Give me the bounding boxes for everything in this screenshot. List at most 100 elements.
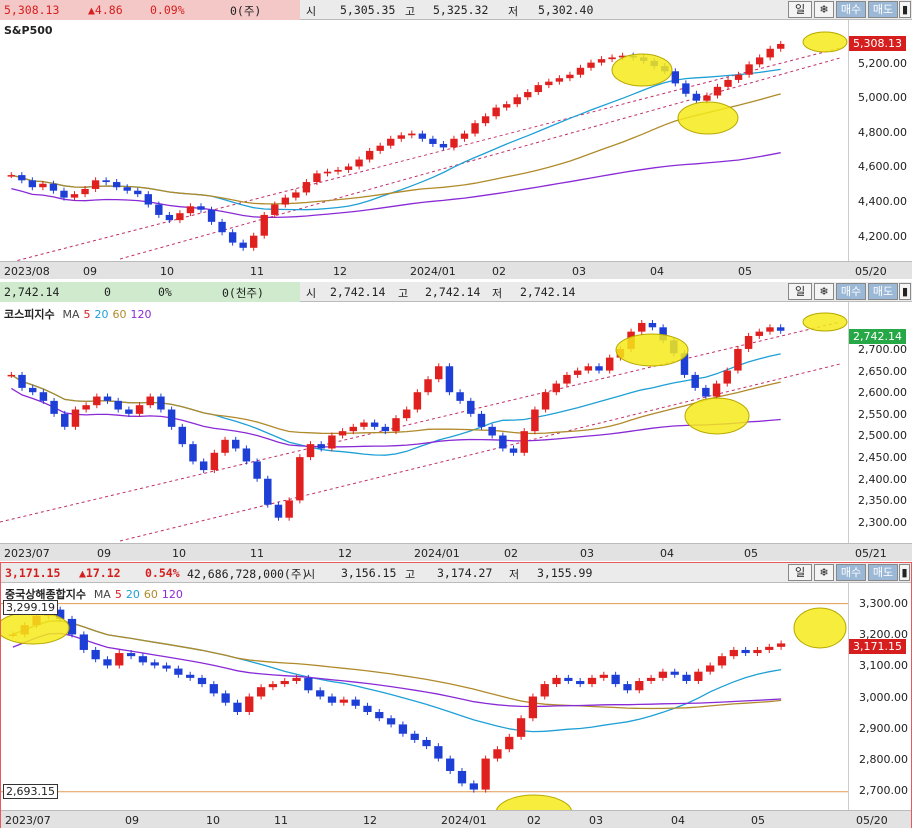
sp500-change: ▲4.86 (88, 3, 123, 17)
candle (93, 396, 101, 406)
kospi-price-box (0, 282, 300, 302)
y-tick-label: 5,000.00 (858, 91, 907, 105)
shanghai-y-axis (848, 583, 911, 810)
sp500-current-price: 5,308.13 (849, 36, 906, 51)
highlight-circle (802, 31, 848, 53)
panel-toggle-button[interactable]: ▮ (899, 564, 910, 581)
candle (422, 739, 431, 747)
kospi-x-axis: 2023/07 09 10 11 12 2024/01 02 03 04 05 05/21 (0, 543, 912, 561)
candle (344, 166, 353, 170)
candle (493, 749, 502, 759)
x-tick-label: 2024/01 (441, 814, 487, 827)
candle (91, 649, 100, 660)
candle (460, 133, 469, 139)
candle (339, 699, 348, 703)
candle (576, 67, 585, 75)
period-day-button[interactable]: 일 (788, 1, 812, 18)
candle (386, 718, 396, 725)
ma-legend-item: 120 (161, 588, 183, 601)
candle (692, 93, 701, 101)
sp500-chart[interactable] (0, 20, 848, 261)
settings-icon[interactable]: ❄ (814, 283, 834, 300)
candle (250, 235, 258, 248)
sell-button[interactable]: 매도 (868, 564, 898, 581)
x-tick-label: 03 (580, 547, 594, 560)
candle (103, 396, 112, 401)
candle (28, 180, 37, 188)
buy-button[interactable]: 매수 (836, 283, 866, 300)
candle (271, 204, 279, 215)
candle (618, 55, 627, 58)
candle (766, 327, 774, 332)
x-tick-label: 05 (751, 814, 765, 827)
candle (218, 221, 226, 233)
panel-toggle-button[interactable]: ▮ (899, 283, 911, 300)
candle (82, 405, 90, 410)
x-tick-label: 05/20 (856, 814, 888, 827)
candle (167, 409, 176, 427)
buy-button[interactable]: 매수 (836, 1, 866, 18)
candle (387, 138, 395, 146)
buy-button[interactable]: 매수 (836, 564, 866, 581)
ma60-line (11, 93, 781, 205)
ma-legend-item: 5 (114, 588, 122, 601)
shanghai-chart[interactable] (1, 583, 848, 810)
candle (39, 183, 47, 188)
kospi-open: 2,742.14 (330, 285, 386, 299)
candle (671, 71, 680, 84)
candle (545, 81, 553, 86)
shanghai-open: 3,156.15 (341, 566, 397, 580)
ma-legend-item: 60 (112, 308, 127, 321)
candle (292, 677, 301, 681)
candle (694, 671, 703, 681)
x-tick-label: 2023/07 (4, 547, 50, 560)
shanghai-high: 3,174.27 (437, 566, 493, 580)
candle (71, 409, 80, 427)
sell-button[interactable]: 매도 (868, 1, 898, 18)
highlight-circle (1, 611, 70, 645)
candle (157, 396, 165, 410)
candle (488, 426, 496, 436)
candle (658, 671, 668, 678)
candle (114, 400, 122, 410)
candle (253, 461, 261, 479)
shanghai-change: ▲17.12 (79, 566, 121, 580)
x-tick-label: 03 (572, 265, 586, 278)
kospi-header: 2,742.14 0 0% 0(천주) 시 2,742.14 고 2,742.1… (0, 282, 912, 302)
candle (481, 758, 490, 790)
candle (528, 696, 538, 719)
period-day-button[interactable]: 일 (788, 564, 812, 581)
candle (313, 173, 321, 183)
candle (564, 677, 573, 681)
settings-icon[interactable]: ❄ (814, 1, 834, 18)
sell-button[interactable]: 매도 (868, 283, 898, 300)
candle (723, 370, 731, 384)
y-tick-label: 2,500.00 (858, 429, 907, 443)
candle (280, 680, 289, 685)
candle (91, 180, 100, 189)
candle (734, 74, 743, 80)
x-tick-label: 09 (97, 547, 111, 560)
period-day-button[interactable]: 일 (788, 283, 812, 300)
x-tick-label: 04 (660, 547, 674, 560)
y-tick-label: 2,600.00 (858, 386, 907, 400)
candle (471, 123, 479, 134)
candle (28, 387, 37, 393)
kospi-current-price: 2,742.14 (849, 329, 906, 344)
x-tick-label: 03 (589, 814, 603, 827)
candle (410, 733, 419, 740)
candle (712, 383, 721, 397)
candle (397, 135, 405, 139)
candle (450, 138, 458, 148)
x-tick-label: 2024/01 (414, 547, 460, 560)
x-tick-label: 02 (492, 265, 506, 278)
candle (207, 209, 216, 222)
panel-toggle-button[interactable]: ▮ (899, 1, 911, 18)
kospi-chart[interactable] (0, 302, 848, 543)
settings-icon[interactable]: ❄ (814, 564, 834, 581)
candle (776, 643, 786, 647)
candle (424, 379, 432, 393)
candle (659, 327, 667, 341)
candle (285, 500, 293, 518)
candle (741, 649, 750, 654)
